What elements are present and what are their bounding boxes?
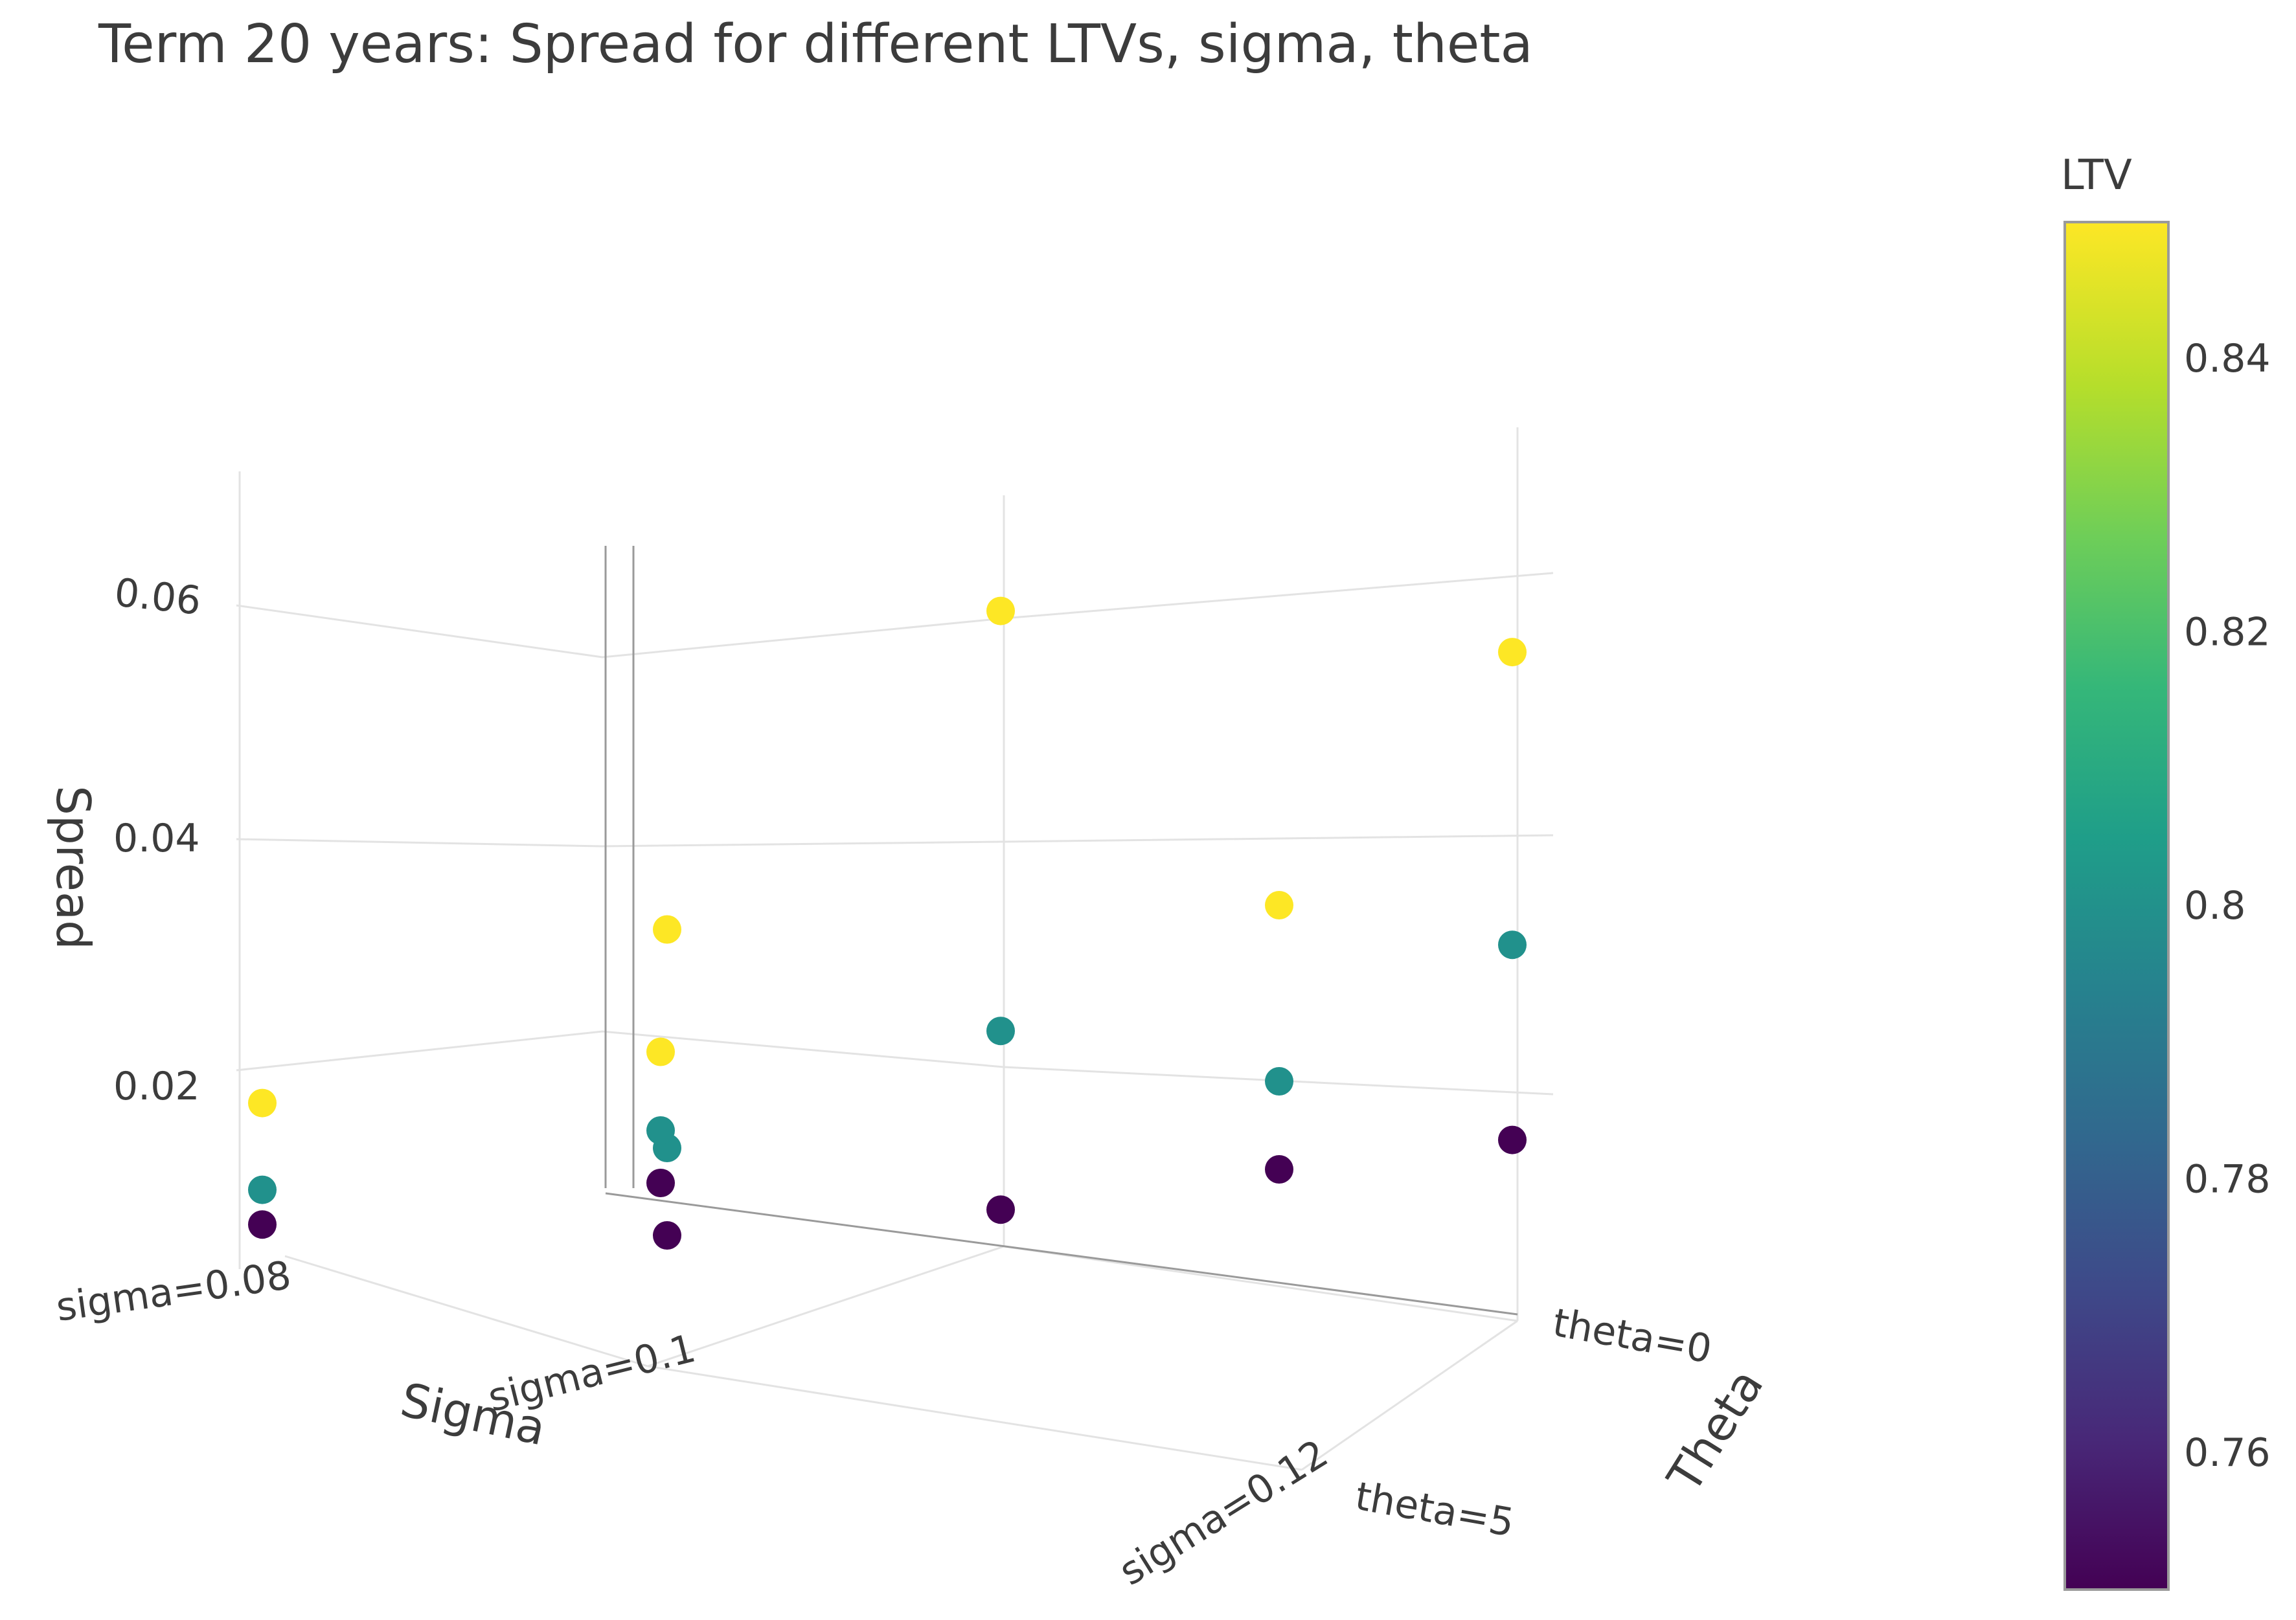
colorbar: LTV 0.84 0.82 0.8 0.78 0.76 [2061,152,2271,1591]
x-tick-label: sigma=0.12 [1111,1431,1336,1595]
scene-axis-lines [604,546,1518,1316]
z-axis-title: Spread [46,785,100,950]
colorbar-tick-label: 0.76 [2184,1430,2271,1476]
scene-gridlines [236,427,1554,1471]
data-point [986,1195,1015,1224]
x-tick-label: sigma=0.08 [53,1253,293,1331]
z-tick-label: 0.02 [113,1064,200,1109]
colorbar-title: LTV [2061,152,2132,199]
y-tick-label: theta=0 [1549,1300,1715,1373]
z-tick-label: 0.04 [113,816,200,861]
y-tick-label: theta=5 [1352,1474,1517,1546]
chart-title: Term 20 years: Spread for different LTVs… [98,14,1533,75]
z-tick-label: 0.06 [112,570,203,624]
data-points [248,596,1527,1250]
data-point [1498,1125,1527,1154]
data-point [1498,930,1527,960]
data-point [646,1037,675,1066]
data-point [646,1116,675,1145]
data-point [248,1088,277,1118]
colorbar-tick-label: 0.84 [2184,336,2271,381]
data-point [248,1175,277,1204]
data-point [1265,891,1293,919]
data-point [646,1169,675,1197]
data-point [653,915,681,944]
data-point [1498,638,1527,667]
data-point [1265,1155,1293,1184]
colorbar-tick-label: 0.82 [2184,610,2271,655]
data-point [1265,1067,1293,1096]
data-point [653,1221,681,1250]
data-point [986,596,1015,625]
data-point [986,1017,1015,1046]
colorbar-gradient [2063,221,2170,1591]
colorbar-tick-label: 0.8 [2184,883,2245,928]
colorbar-tick-label: 0.78 [2184,1156,2271,1202]
y-axis-title: Theta [1657,1360,1774,1502]
data-point [248,1210,277,1239]
